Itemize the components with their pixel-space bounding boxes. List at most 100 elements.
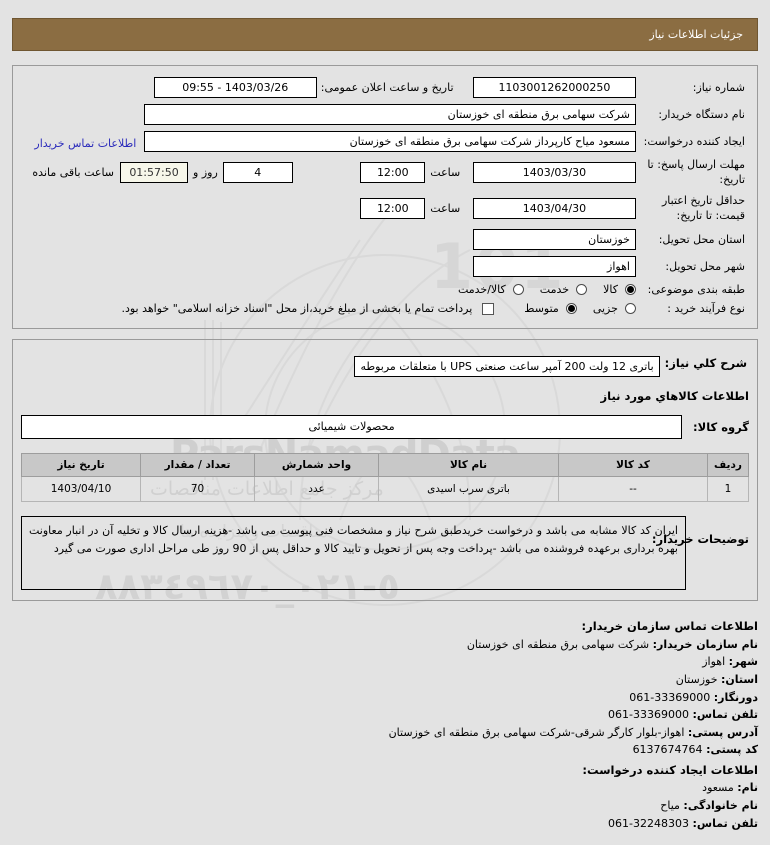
announce-datetime-value[interactable]: 1403/03/26 - 09:55 bbox=[153, 77, 317, 98]
countdown-timer: 01:57:50 bbox=[120, 162, 189, 184]
cell-unit: عدد bbox=[254, 476, 379, 503]
need-number-label: شماره نیاز: bbox=[692, 81, 745, 94]
buyer-contact-city-value: اهواز bbox=[702, 655, 726, 669]
need-summary-row: شرح کلي نياز: باتری 12 ولت 200 آمپر ساعت… bbox=[21, 350, 749, 378]
creator-contact-lastname: نام خانوادگی: میاح bbox=[12, 797, 758, 815]
need-info-form: شماره نیاز: 1103001262000250 تاریخ و ساع… bbox=[23, 74, 747, 318]
col-header-code: کد کالا bbox=[558, 453, 708, 478]
goods-section-title: اطلاعات کالاهاي مورد نياز bbox=[600, 389, 749, 404]
buyer-contact-phone-value: 33369000-061 bbox=[608, 708, 690, 722]
row-city: شهر محل تحویل: اهواز bbox=[23, 253, 747, 280]
deadline-hour-label: ساعت bbox=[430, 166, 461, 180]
creator-phone-value: 32248303-061 bbox=[608, 816, 690, 830]
buyer-contact-org: نام سازمان خریدار: شرکت سهامی برق منطقه … bbox=[12, 636, 758, 654]
row-buyer-org: نام دستگاه خریدار: شرکت سهامی برق منطقه … bbox=[23, 101, 747, 128]
validity-hour-label: ساعت bbox=[430, 202, 461, 216]
cell-date: 1403/04/10 bbox=[21, 476, 141, 503]
buyer-contact-city: شهر: اهواز bbox=[12, 653, 758, 671]
category-radio-kala[interactable] bbox=[624, 284, 636, 296]
days-remaining-label: روز و bbox=[193, 166, 218, 180]
deadline-label: مهلت ارسال پاسخ: تا تاریخ: bbox=[647, 158, 745, 186]
row-category: طبقه بندی موضوعی: کالا خدمت کالا/خدمت bbox=[23, 280, 747, 299]
buyer-contact-postal: کد پستی: 6137674764 bbox=[12, 741, 758, 759]
cell-code: -- bbox=[558, 476, 708, 503]
row-deadline: مهلت ارسال پاسخ: تا تاریخ: 1403/03/30 سا… bbox=[23, 155, 747, 191]
validity-label: حداقل تاریخ اعتبار قیمت: تا تاریخ: bbox=[661, 193, 745, 222]
creator-firstname-value: مسعود bbox=[702, 781, 734, 795]
buyer-contact-fax-value: 33369000-061 bbox=[629, 690, 711, 704]
validity-hour-value[interactable]: 12:00 bbox=[360, 198, 426, 220]
buyer-contact-postal-value: 6137674764 bbox=[632, 743, 703, 757]
goods-group-row: گروه کالا: محصولات شیمیائی bbox=[21, 415, 749, 440]
treasury-docs-checkbox[interactable] bbox=[482, 302, 495, 315]
process-label-motavasset: متوسط bbox=[524, 302, 559, 316]
category-label: طبقه بندی موضوعی: bbox=[647, 283, 745, 297]
buyer-contact-phone-key: تلفن تماس: bbox=[692, 708, 758, 722]
buyer-org-label: نام دستگاه خریدار: bbox=[658, 108, 745, 121]
buyer-contact-fax: دورنگار: 33369000-061 bbox=[12, 689, 758, 707]
creator-value[interactable]: مسعود میاح کارپرداز شرکت سهامی برق منطقه… bbox=[144, 131, 636, 152]
cell-radif: 1 bbox=[707, 476, 749, 503]
page-title: جزئیات اطلاعات نیاز bbox=[12, 18, 758, 51]
days-remaining-value[interactable]: 4 bbox=[222, 162, 293, 184]
buyer-notes-text: ایران کد کالا مشابه می باشد و درخواست خر… bbox=[21, 516, 686, 591]
creator-lastname-key: نام خانوادگی: bbox=[683, 798, 758, 812]
process-radio-jozii[interactable] bbox=[624, 303, 636, 315]
creator-contact-firstname: نام: مسعود bbox=[12, 779, 758, 797]
buyer-contact-title: اطلاعات تماس سازمان خریدار: bbox=[581, 619, 758, 634]
need-summary-value[interactable]: باتری 12 ولت 200 آمپر ساعت صنعتی UPS با … bbox=[354, 356, 660, 378]
goods-group-label: گروه کالا: bbox=[693, 420, 749, 435]
creator-label: ایجاد کننده درخواست: bbox=[643, 135, 745, 148]
process-radio-motavasset[interactable] bbox=[565, 303, 577, 315]
goods-panel: شرح کلي نياز: باتری 12 ولت 200 آمپر ساعت… bbox=[12, 339, 758, 602]
items-table: ردیف کد کالا نام کالا واحد شمارش تعداد /… bbox=[21, 453, 749, 503]
buyer-org-value[interactable]: شرکت سهامی برق منطقه ای خوزستان bbox=[144, 104, 636, 125]
buyer-contact-province: استان: خوزستان bbox=[12, 671, 758, 689]
row-process-type: نوع فرآیند خرید : جزیی متوسط پرداخت تمام… bbox=[23, 299, 747, 318]
creator-contact-phone: تلفن تماس: 32248303-061 bbox=[12, 815, 758, 833]
need-info-panel: شماره نیاز: 1103001262000250 تاریخ و ساع… bbox=[12, 65, 758, 330]
category-radio-group: کالا خدمت کالا/خدمت bbox=[25, 283, 636, 296]
deadline-hour-value[interactable]: 12:00 bbox=[360, 162, 426, 184]
buyer-contact-org-key: نام سازمان خریدار: bbox=[652, 637, 758, 651]
province-value[interactable]: خوزستان bbox=[472, 229, 636, 251]
validity-date-value[interactable]: 1403/04/30 bbox=[472, 198, 636, 220]
category-label-kala-khedmat: کالا/خدمت bbox=[457, 283, 506, 297]
category-radio-kala-khedmat[interactable] bbox=[512, 284, 524, 296]
cell-name: باتری سرب اسیدی bbox=[378, 476, 559, 503]
row-creator: ایجاد کننده درخواست: مسعود میاح کارپرداز… bbox=[23, 128, 747, 155]
city-value[interactable]: اهواز bbox=[472, 256, 636, 278]
city-label: شهر محل تحویل: bbox=[665, 260, 745, 274]
process-label-jozii: جزیی bbox=[592, 302, 618, 316]
col-header-qty: تعداد / مقدار bbox=[140, 453, 255, 478]
deadline-date-value[interactable]: 1403/03/30 bbox=[472, 162, 636, 184]
province-label: استان محل تحویل: bbox=[658, 233, 745, 247]
buyer-contact-address-key: آدرس پستی: bbox=[687, 725, 758, 739]
category-label-kala: کالا bbox=[603, 283, 618, 297]
buyer-contact-link[interactable]: اطلاعات تماس خریدار bbox=[34, 137, 137, 150]
table-row: 1 -- باتری سرب اسیدی عدد 70 1403/04/10 bbox=[21, 476, 749, 503]
col-header-unit: واحد شمارش bbox=[254, 453, 379, 478]
col-header-name: نام کالا bbox=[378, 453, 559, 478]
treasury-docs-label: پرداخت تمام یا بخشی از مبلغ خرید،از محل … bbox=[121, 302, 473, 316]
buyer-contact-province-key: استان: bbox=[721, 672, 758, 686]
items-table-header-row: ردیف کد کالا نام کالا واحد شمارش تعداد /… bbox=[21, 453, 749, 478]
buyer-contact-org-value: شرکت سهامی برق منطقه ای خوزستان bbox=[466, 637, 650, 651]
buyer-contact-province-value: خوزستان bbox=[675, 672, 718, 686]
row-need-number: شماره نیاز: 1103001262000250 تاریخ و ساع… bbox=[23, 74, 747, 101]
col-header-radif: ردیف bbox=[707, 453, 749, 478]
buyer-contact-block: اطلاعات تماس سازمان خریدار: نام سازمان خ… bbox=[12, 617, 758, 832]
buyer-contact-city-key: شهر: bbox=[728, 655, 758, 669]
creator-firstname-key: نام: bbox=[737, 781, 758, 795]
category-label-khedmat: خدمت bbox=[539, 283, 570, 297]
creator-lastname-value: میاح bbox=[660, 798, 680, 812]
buyer-contact-phone: تلفن تماس: 33369000-061 bbox=[12, 706, 758, 724]
goods-group-value[interactable]: محصولات شیمیائی bbox=[21, 415, 683, 440]
buyer-contact-fax-key: دورنگار: bbox=[713, 690, 758, 704]
buyer-contact-address: آدرس پستی: اهواز-بلوار کارگر شرقی-شرکت س… bbox=[12, 724, 758, 742]
category-radio-khedmat[interactable] bbox=[576, 284, 588, 296]
need-number-value[interactable]: 1103001262000250 bbox=[472, 77, 636, 98]
buyer-contact-address-value: اهواز-بلوار کارگر شرقی-شرکت سهامی برق من… bbox=[388, 725, 685, 739]
creator-contact-title: اطلاعات ایجاد کننده درخواست: bbox=[582, 762, 758, 777]
